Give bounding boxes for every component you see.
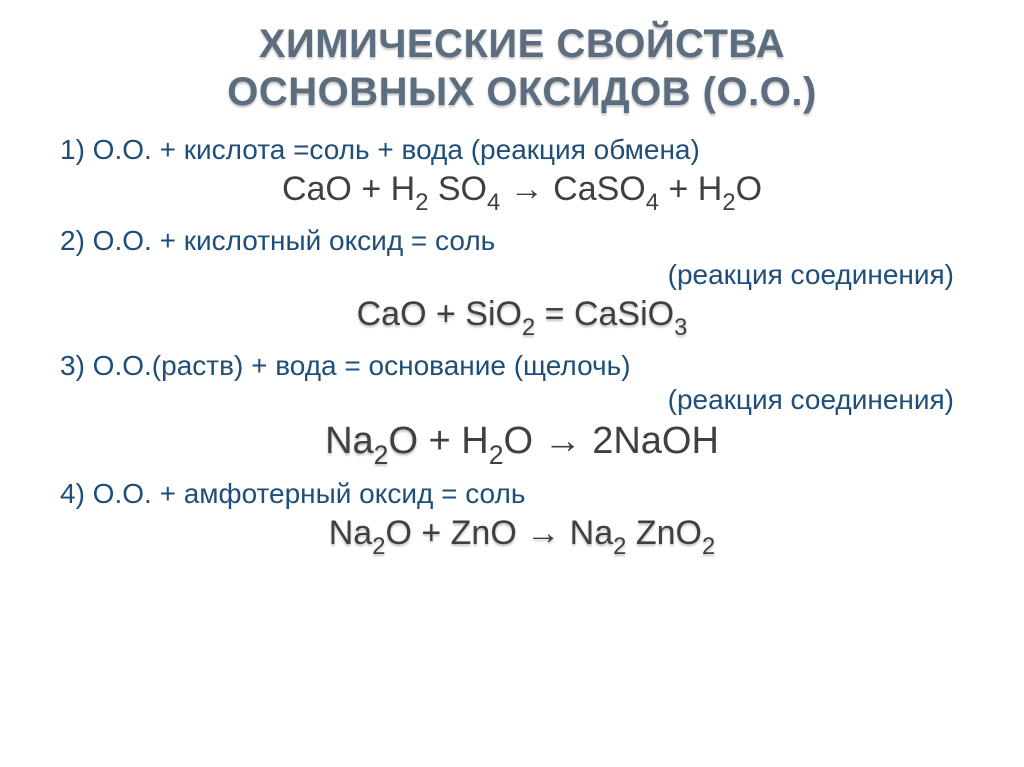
rule-2: 2) О.О. + кислотный оксид = соль: [60, 225, 984, 257]
rule-4: 4) О.О. + амфотерный оксид = соль: [60, 478, 984, 510]
rule-3: 3) О.О.(раств) + вода = основание (щелоч…: [60, 350, 984, 382]
note-2: (реакция соединения): [60, 259, 984, 291]
eq3-na2o: Na2O: [325, 420, 418, 462]
title-line-1: ХИМИЧЕСКИЕ СВОЙСТВА: [259, 22, 785, 66]
title-line-2: ОСНОВНЫХ ОКСИДОВ (О.О.): [227, 70, 817, 114]
equation-1: CaO + H2 SO4 → CaSO4 + H2O: [60, 170, 984, 215]
equation-4: Na2O + ZnO → Na2 ZnO2: [60, 514, 984, 559]
slide-title: ХИМИЧЕСКИЕ СВОЙСТВА ОСНОВНЫХ ОКСИДОВ (О.…: [60, 20, 984, 116]
equation-3: Na2O + H2O → 2NaOH: [60, 420, 984, 469]
rule-1: 1) О.О. + кислота =соль + вода (реакция …: [60, 134, 984, 166]
note-3: (реакция соединения): [60, 384, 984, 416]
equation-2: CaO + SiO2 = CaSiO3: [60, 295, 984, 340]
